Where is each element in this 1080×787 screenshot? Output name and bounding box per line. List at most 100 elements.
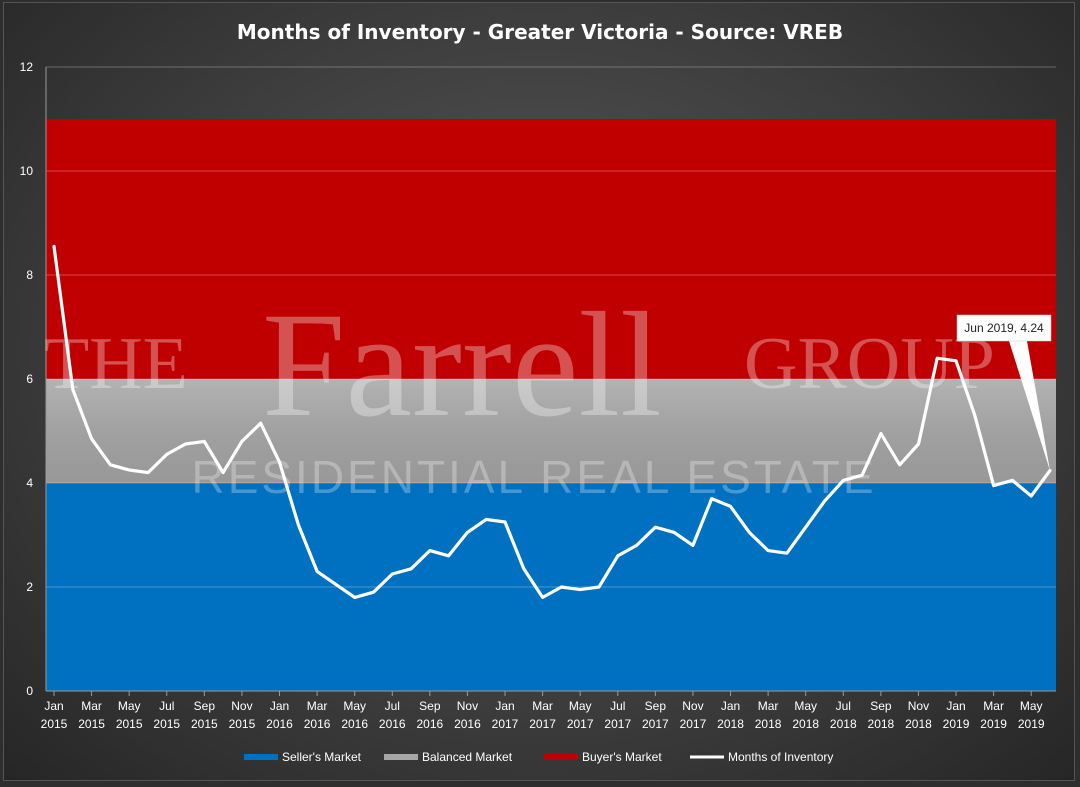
- data-point: [954, 359, 957, 362]
- band-0: [46, 483, 1056, 691]
- x-tick-label-month: Sep: [645, 699, 667, 713]
- data-point: [146, 471, 149, 474]
- data-point: [52, 245, 55, 248]
- y-tick-label-12: 12: [20, 60, 34, 74]
- months-of-inventory-chart: Months of Inventory - Greater Victoria -…: [20, 20, 1056, 764]
- x-tick-label-month: Sep: [194, 699, 216, 713]
- band-balanced-shade: [46, 379, 1056, 483]
- y-tick-label-0: 0: [26, 684, 33, 698]
- x-tick-label-year: 2017: [492, 717, 519, 731]
- data-point: [879, 432, 882, 435]
- data-point: [297, 523, 300, 526]
- x-tick-label-year: 2018: [868, 717, 895, 731]
- x-tick-label-month: Jul: [610, 699, 625, 713]
- callout-box: [956, 314, 1052, 342]
- data-point: [654, 526, 657, 529]
- data-point: [315, 570, 318, 573]
- x-tick-label-year: 2018: [905, 717, 932, 731]
- x-tick-label-year: 2015: [41, 717, 68, 731]
- x-tick-label-month: Nov: [682, 699, 703, 713]
- x-tick-label-month: Sep: [870, 699, 892, 713]
- x-tick-label-year: 2015: [116, 717, 143, 731]
- data-point: [936, 357, 939, 360]
- y-tick-label-10: 10: [20, 164, 34, 178]
- x-tick-label-year: 2016: [341, 717, 368, 731]
- watermark: THE Farrell GROUP RESIDENTIAL REAL ESTAT…: [44, 282, 995, 503]
- data-point: [222, 471, 225, 474]
- legend-label-line: Months of Inventory: [728, 750, 833, 764]
- y-tick-label-6: 6: [26, 372, 33, 386]
- data-point: [165, 453, 168, 456]
- callout-pointer: [1009, 341, 1050, 471]
- x-tick-label-month: Jan: [721, 699, 740, 713]
- legend-label-sellers: Seller's Market: [282, 750, 362, 764]
- data-point: [334, 583, 337, 586]
- x-tick-label-year: 2018: [717, 717, 744, 731]
- data-point: [128, 468, 131, 471]
- watermark-subtitle: RESIDENTIAL REAL ESTATE: [191, 451, 876, 503]
- legend-label-buyers: Buyer's Market: [582, 750, 662, 764]
- x-tick-label-month: May: [1020, 699, 1043, 713]
- legend-label-balanced: Balanced Market: [422, 750, 513, 764]
- legend-swatch-sellers: [244, 754, 278, 760]
- x-tick-label-month: Jul: [836, 699, 851, 713]
- data-point: [409, 567, 412, 570]
- x-tick-label-year: 2016: [416, 717, 443, 731]
- market-bands: [46, 119, 1056, 691]
- x-tick-label-month: Jan: [495, 699, 514, 713]
- x-tick-label-month: Jul: [159, 699, 174, 713]
- data-point: [860, 474, 863, 477]
- x-tick-label-month: Mar: [758, 699, 779, 713]
- data-point: [691, 544, 694, 547]
- x-tick-label-month: Jan: [44, 699, 63, 713]
- data-point: [973, 414, 976, 417]
- data-point: [353, 596, 356, 599]
- data-point: [635, 544, 638, 547]
- x-tick-label-month: May: [569, 699, 592, 713]
- series-line-months-of-inventory: [52, 244, 1052, 600]
- band-2: [46, 119, 1056, 379]
- data-point: [90, 437, 93, 440]
- x-tick-label-month: Nov: [231, 699, 252, 713]
- x-tick-label-year: 2016: [454, 717, 481, 731]
- callout-label: Jun 2019, 4.24: [964, 321, 1044, 335]
- data-point: [842, 479, 845, 482]
- x-tick-label-year: 2016: [379, 717, 406, 731]
- x-tick-label-year: 2015: [153, 717, 180, 731]
- data-point: [748, 531, 751, 534]
- x-tick-label-month: Jan: [946, 699, 965, 713]
- x-tick-label-year: 2018: [755, 717, 782, 731]
- data-point: [767, 549, 770, 552]
- data-point: [616, 554, 619, 557]
- data-point: [203, 440, 206, 443]
- x-tick-label-year: 2015: [78, 717, 105, 731]
- x-tick-label-month: Sep: [419, 699, 441, 713]
- x-tick-label-month: May: [343, 699, 366, 713]
- data-point: [710, 497, 713, 500]
- x-tick-label-year: 2018: [830, 717, 857, 731]
- x-tick-label-month: Mar: [983, 699, 1004, 713]
- data-callout: Jun 2019, 4.24: [956, 314, 1052, 471]
- watermark-farrell: Farrell: [262, 282, 662, 448]
- y-tick-label-4: 4: [26, 476, 33, 490]
- data-point: [1030, 494, 1033, 497]
- data-point: [898, 463, 901, 466]
- x-tick-label-month: Jul: [385, 699, 400, 713]
- legend-swatch-balanced: [384, 754, 418, 760]
- y-tick-label-8: 8: [26, 268, 33, 282]
- x-tick-label-year: 2019: [980, 717, 1007, 731]
- data-point: [372, 591, 375, 594]
- chart-title: Months of Inventory - Greater Victoria -…: [237, 20, 843, 44]
- data-point: [447, 554, 450, 557]
- data-point: [1011, 479, 1014, 482]
- data-point: [729, 505, 732, 508]
- x-tick-label-month: May: [794, 699, 817, 713]
- x-tick-label-month: Mar: [532, 699, 553, 713]
- data-point: [597, 585, 600, 588]
- data-point: [579, 588, 582, 591]
- data-point: [560, 585, 563, 588]
- data-point: [541, 596, 544, 599]
- x-tick-label-year: 2017: [642, 717, 669, 731]
- x-tick-label-year: 2019: [943, 717, 970, 731]
- x-tick-label-year: 2017: [604, 717, 631, 731]
